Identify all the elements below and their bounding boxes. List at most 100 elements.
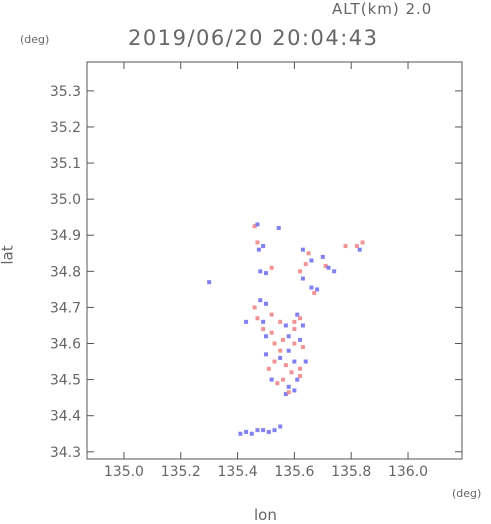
data-point: [278, 348, 283, 353]
data-point: [295, 312, 300, 317]
x-axis-unit: (deg): [452, 487, 482, 500]
data-point: [360, 240, 365, 245]
data-point: [272, 359, 277, 364]
data-point: [278, 355, 283, 360]
data-point: [298, 269, 303, 274]
data-point: [238, 431, 243, 436]
data-point: [292, 319, 297, 324]
data-point: [354, 244, 359, 249]
x-tick-label: 135.2: [161, 464, 201, 480]
datetime-title: 2019/06/20 20:04:43: [128, 26, 379, 50]
data-point: [332, 269, 337, 274]
y-tick-label: 34.4: [50, 409, 81, 425]
data-point: [272, 428, 277, 433]
y-tick-label: 34.5: [50, 373, 81, 389]
plot-frame: [86, 61, 463, 460]
y-tick-label: 35.0: [50, 192, 81, 208]
data-point: [312, 290, 317, 295]
points-layer: [207, 222, 365, 436]
data-point: [269, 265, 274, 270]
data-point: [266, 366, 271, 371]
data-point: [263, 301, 268, 306]
data-point: [286, 334, 291, 339]
data-point: [309, 258, 314, 263]
data-point: [269, 377, 274, 382]
data-point: [300, 345, 305, 350]
altitude-label: ALT(km) 2.0: [332, 0, 433, 18]
data-point: [252, 305, 257, 310]
data-point: [276, 226, 281, 231]
data-point: [300, 323, 305, 328]
x-tick-label: 135.6: [274, 464, 314, 480]
data-point: [281, 377, 286, 382]
data-point: [286, 384, 291, 389]
data-point: [298, 337, 303, 342]
y-tick-label: 34.6: [50, 337, 81, 353]
data-point: [343, 244, 348, 249]
data-point: [249, 431, 254, 436]
data-point: [320, 254, 325, 259]
data-point: [207, 280, 212, 285]
y-tick-label: 34.7: [50, 300, 81, 316]
data-point: [298, 366, 303, 371]
data-point: [278, 319, 283, 324]
data-point: [289, 370, 294, 375]
data-point: [255, 316, 260, 321]
data-point: [255, 240, 260, 245]
x-tick-label: 135.8: [331, 464, 371, 480]
data-point: [269, 330, 274, 335]
data-point: [292, 327, 297, 332]
x-tick-label: 135.4: [218, 464, 258, 480]
data-point: [315, 287, 320, 292]
data-point: [283, 363, 288, 368]
x-axis-label: lon: [254, 506, 277, 524]
data-point: [283, 323, 288, 328]
data-point: [303, 262, 308, 267]
data-point: [295, 377, 300, 382]
data-point: [263, 352, 268, 357]
data-point: [300, 247, 305, 252]
data-point: [263, 334, 268, 339]
y-tick-label: 34.8: [50, 264, 81, 280]
data-point: [244, 319, 249, 324]
data-point: [266, 429, 271, 434]
data-point: [323, 263, 328, 268]
data-point: [357, 247, 362, 252]
data-point: [252, 224, 257, 229]
data-point: [309, 285, 314, 290]
y-tick-label: 35.3: [50, 84, 81, 100]
x-tick-label: 135.0: [104, 464, 144, 480]
data-point: [292, 388, 297, 393]
data-point: [261, 327, 266, 332]
y-tick-label: 35.2: [50, 120, 81, 136]
data-point: [255, 222, 260, 227]
data-point: [281, 337, 286, 342]
data-point: [261, 244, 266, 249]
data-point: [292, 359, 297, 364]
data-point: [278, 424, 283, 429]
data-point: [256, 247, 261, 252]
data-point: [326, 265, 331, 270]
data-point: [261, 319, 266, 324]
data-point: [292, 341, 297, 346]
data-point: [303, 359, 308, 364]
data-point: [275, 381, 280, 386]
data-point: [283, 392, 288, 397]
data-point: [258, 298, 263, 303]
data-point: [269, 312, 274, 317]
data-point: [255, 428, 260, 433]
data-point: [261, 428, 266, 433]
ticks-layer: 135.0 135.2 135.4 135.6 135.8 136.0 34.3 34.4 34…: [50, 62, 462, 480]
data-point: [286, 390, 291, 395]
y-tick-label: 34.9: [50, 228, 81, 244]
y-tick-label: 34.3: [50, 445, 81, 461]
data-point: [286, 348, 291, 353]
y-tick-label: 35.1: [50, 156, 81, 172]
data-point: [298, 316, 303, 321]
data-point: [258, 269, 263, 274]
data-point: [306, 251, 311, 256]
data-point: [300, 276, 305, 281]
data-point: [272, 341, 277, 346]
y-axis-unit: (deg): [20, 33, 50, 46]
